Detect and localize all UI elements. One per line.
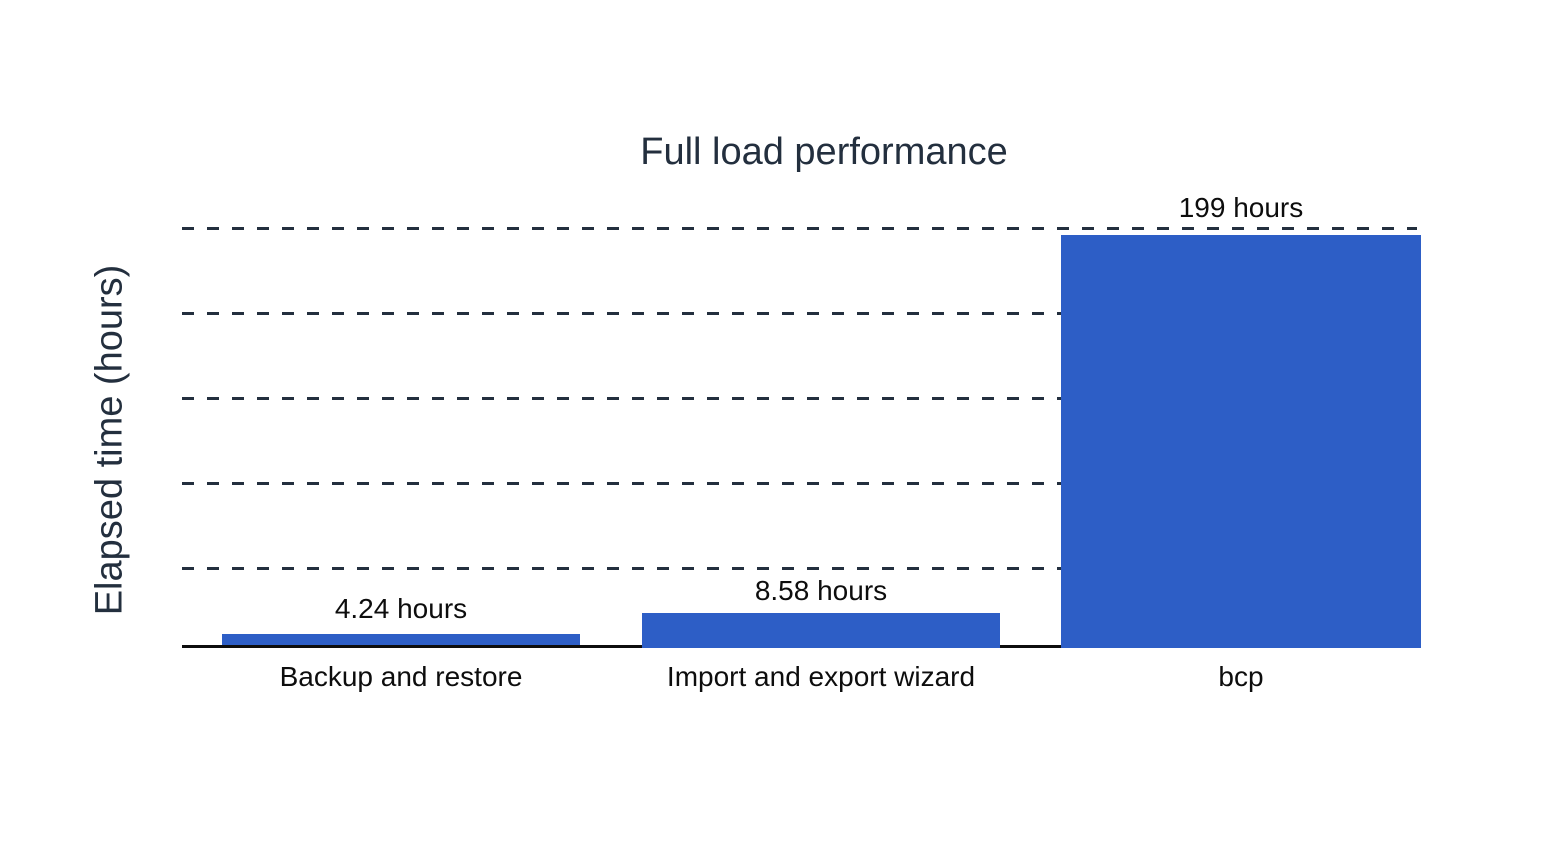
category-label: Backup and restore: [279, 661, 523, 692]
gridline: [182, 482, 1417, 485]
bar-value-label: 8.58 hours: [754, 575, 888, 606]
y-axis-label: Elapsed time (hours): [88, 264, 131, 616]
gridline: [182, 227, 1417, 230]
bar-value-label: 4.24 hours: [334, 593, 468, 624]
bar: [1061, 235, 1421, 648]
gridline: [182, 397, 1417, 400]
bar: [642, 613, 1000, 648]
bar: [222, 634, 580, 645]
category-label: bcp: [1218, 661, 1264, 692]
gridline: [182, 567, 1417, 570]
bar-value-label: 199 hours: [1178, 192, 1304, 223]
gridline: [182, 312, 1417, 315]
chart-title: Full load performance: [640, 131, 1008, 173]
category-label: Import and export wizard: [666, 661, 976, 692]
